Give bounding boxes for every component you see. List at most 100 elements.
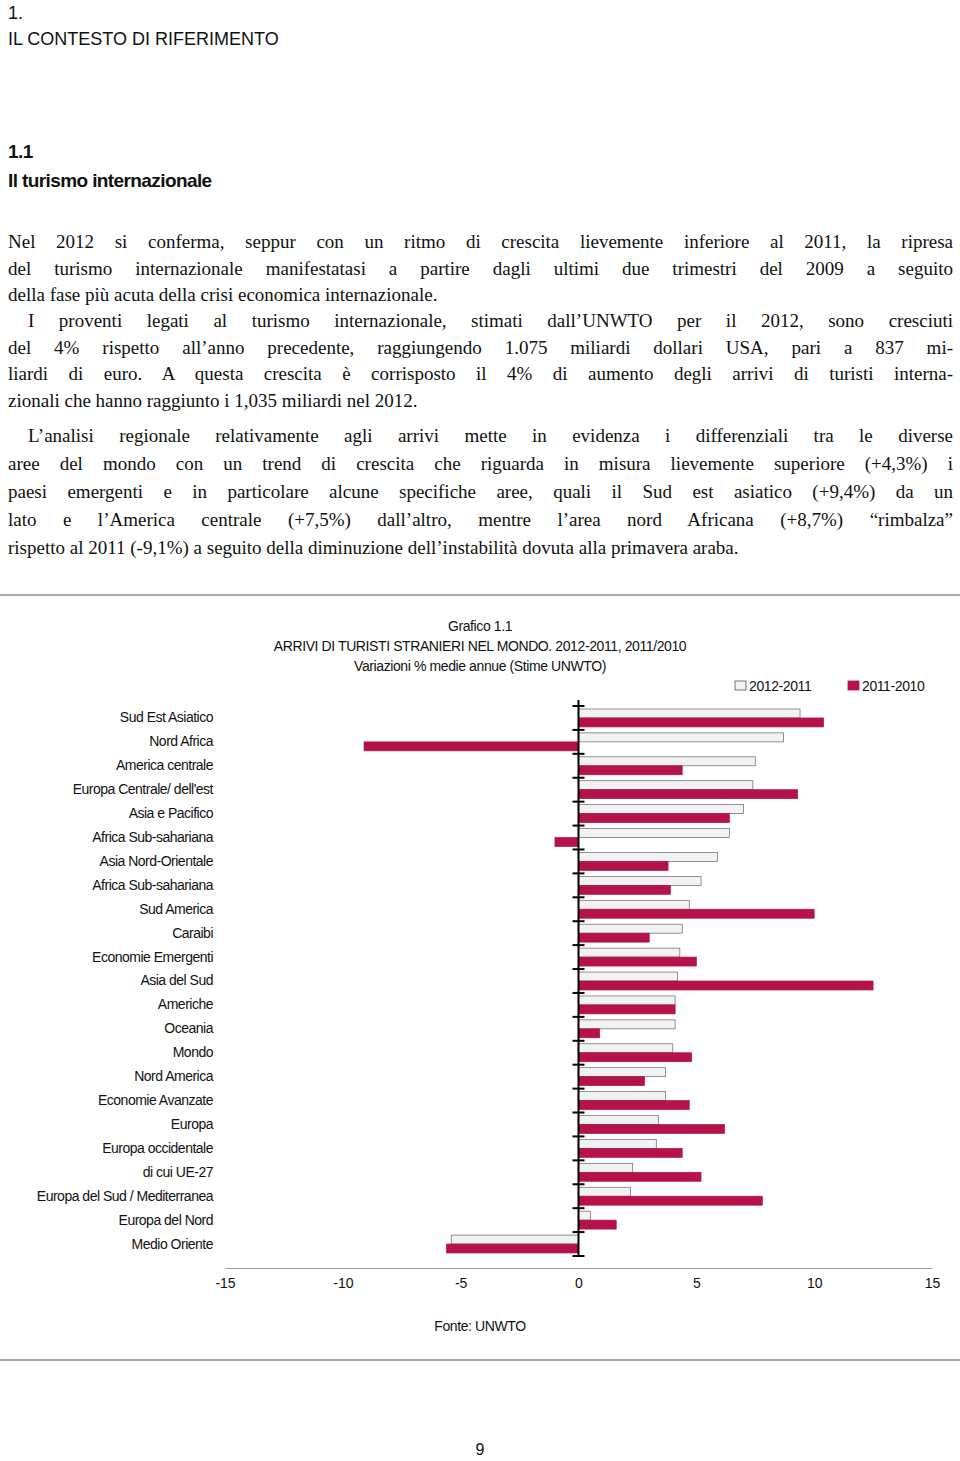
bar (579, 861, 669, 870)
heading-text: IL CONTESTO DI RIFERIMENTO (8, 29, 279, 50)
bar (579, 709, 801, 718)
category-tick: Europa (171, 1116, 214, 1132)
category-separator (573, 825, 585, 827)
paragraph-line: del turismo internazionale manifestatasi… (8, 256, 953, 282)
bar (579, 829, 730, 838)
category-label: Europa Centrale/ dell'est (73, 781, 214, 797)
bar (579, 1187, 631, 1196)
category-tick: Nord America (134, 1068, 214, 1084)
category-separator (573, 968, 585, 970)
category-separator (573, 896, 585, 898)
category-separator (573, 1112, 585, 1114)
bar (579, 909, 815, 918)
x-tick: -5 (455, 1268, 468, 1291)
x-tick: 15 (925, 1268, 941, 1291)
bar (579, 1139, 657, 1148)
paragraph-line: liardi di euro. A questa crescita è corr… (8, 361, 953, 387)
x-tick-label: 5 (693, 1275, 701, 1291)
category-separator (573, 944, 585, 946)
category-tick: Europa occidentale (102, 1140, 214, 1156)
bar (579, 814, 730, 823)
category-separator (573, 1159, 585, 1161)
category-separator (573, 1135, 585, 1137)
category-tick: Europa del Sud / Mediterranea (37, 1188, 214, 1204)
heading-text: 1.1 (8, 141, 33, 163)
category-label: Economie Emergenti (92, 949, 213, 965)
bar (579, 1005, 676, 1014)
bar (579, 1020, 676, 1029)
category-label: Medio Oriente (132, 1236, 214, 1252)
bar (579, 1163, 633, 1172)
x-tick: -15 (215, 1268, 235, 1291)
bar (579, 972, 678, 981)
paragraph-line: L’analisi regionale relativamente agli a… (28, 423, 953, 449)
bar (579, 805, 744, 814)
bar (579, 790, 798, 799)
category-label: Americhe (158, 996, 214, 1012)
category-separator (573, 729, 585, 731)
category-tick: Nord Africa (149, 733, 213, 749)
zero-line (578, 700, 580, 1256)
category-tick: Americhe (158, 996, 214, 1012)
x-tick-label: -10 (333, 1275, 353, 1291)
category-separator (573, 1255, 585, 1257)
bar (579, 876, 702, 885)
chart-text: ARRIVI DI TURISTI STRANIERI NEL MONDO. 2… (274, 638, 687, 654)
frame-line (0, 1359, 960, 1361)
category-label: Asia e Pacifico (129, 805, 214, 821)
category-tick: America centrale (116, 757, 214, 773)
category-label: Europa (171, 1116, 214, 1132)
category-separator (573, 1231, 585, 1233)
category-tick: di cui UE-27 (143, 1164, 214, 1180)
category-tick: Africa Sub-sahariana (92, 829, 213, 845)
x-tick: 10 (807, 1268, 823, 1291)
category-label: Mondo (173, 1044, 214, 1060)
category-separator (573, 1088, 585, 1090)
bar (579, 933, 650, 942)
category-tick: Oceania (164, 1020, 213, 1036)
bar (364, 742, 578, 751)
x-axis: -15 -10 -5 0 5 10 15 (215, 1268, 940, 1291)
category-label: Asia del Sud (140, 972, 213, 988)
heading-text: 1. (8, 3, 23, 24)
category-separator (573, 920, 585, 922)
category-separator (573, 1016, 585, 1018)
x-axis-line (226, 1268, 933, 1269)
category-tick: Sud Est Asiatico (120, 709, 214, 725)
bar (579, 1172, 702, 1181)
category-label: Europa del Sud / Mediterranea (37, 1188, 214, 1204)
category-separator (573, 992, 585, 994)
category-tick: Africa Sub-sahariana (92, 877, 213, 893)
category-label: Oceania (164, 1020, 213, 1036)
bar (579, 924, 683, 933)
x-tick-label: 10 (807, 1275, 823, 1291)
bar (579, 757, 756, 766)
bar (579, 948, 680, 957)
category-label: di cui UE-27 (143, 1164, 214, 1180)
bar (579, 766, 683, 775)
chart-text: Variazioni % medie annue (Stime UNWTO) (354, 658, 606, 674)
x-tick: 0 (575, 1268, 583, 1291)
bar (451, 1235, 578, 1244)
heading-text: Il turismo internazionale (8, 170, 212, 192)
category-separator (573, 1040, 585, 1042)
bar (579, 981, 874, 990)
category-tick: Asia Nord-Orientale (100, 853, 214, 869)
category-separator (573, 1183, 585, 1185)
paragraph-line: Nel 2012 si conferma, seppur con un ritm… (8, 229, 953, 255)
chart-text: Grafico 1.1 (448, 618, 513, 634)
paragraph-line: della fase più acuta della crisi economi… (8, 282, 953, 308)
category-label: Economie Avanzate (98, 1092, 214, 1108)
category-label: Africa Sub-sahariana (92, 829, 213, 845)
legend-label: 2011-2010 (862, 678, 925, 694)
bars (364, 709, 873, 1253)
category-label: Nord America (134, 1068, 214, 1084)
legend-label: 2012-2011 (749, 678, 812, 694)
category-separator (573, 753, 585, 755)
category-label: Sud America (139, 901, 214, 917)
category-tick: Economie Emergenti (92, 949, 213, 965)
bar (579, 1068, 666, 1077)
category-separator (573, 777, 585, 779)
category-tick: Medio Oriente (132, 1236, 214, 1252)
page-number: 9 (0, 1441, 960, 1459)
